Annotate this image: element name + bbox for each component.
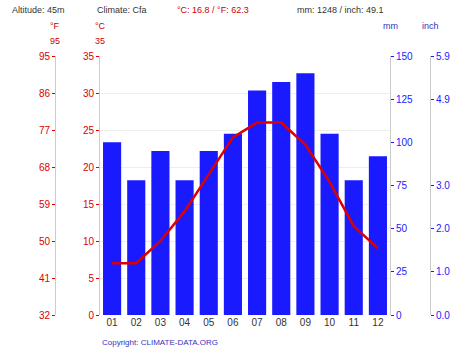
svg-text:°F: °F <box>50 21 60 31</box>
svg-text:95: 95 <box>50 36 60 46</box>
svg-text:11: 11 <box>349 317 360 328</box>
svg-text:0: 0 <box>88 310 94 321</box>
svg-text:5.9: 5.9 <box>436 51 450 62</box>
svg-text:mm: 1248 / inch: 49.1: mm: 1248 / inch: 49.1 <box>297 5 384 15</box>
svg-text:09: 09 <box>300 317 312 328</box>
svg-text:125: 125 <box>396 94 413 105</box>
svg-text:02: 02 <box>131 317 143 328</box>
svg-text:10: 10 <box>83 236 95 247</box>
svg-text:04: 04 <box>179 317 191 328</box>
svg-text:0.0: 0.0 <box>436 310 450 321</box>
svg-text:Copyright: CLIMATE-DATA.ORG: Copyright: CLIMATE-DATA.ORG <box>102 338 218 347</box>
svg-text:°C: 16.8 / °F: 62.3: °C: 16.8 / °F: 62.3 <box>177 5 249 15</box>
svg-text:0: 0 <box>396 310 402 321</box>
svg-text:95: 95 <box>39 51 51 62</box>
svg-text:25: 25 <box>83 125 95 136</box>
svg-text:32: 32 <box>39 310 51 321</box>
svg-text:06: 06 <box>227 317 239 328</box>
svg-text:100: 100 <box>396 137 413 148</box>
svg-text:08: 08 <box>276 317 288 328</box>
svg-text:3.0: 3.0 <box>436 180 450 191</box>
svg-text:07: 07 <box>252 317 264 328</box>
svg-text:4.9: 4.9 <box>436 94 450 105</box>
svg-text:150: 150 <box>396 51 413 62</box>
svg-text:05: 05 <box>203 317 215 328</box>
svg-text:75: 75 <box>396 180 408 191</box>
svg-text:Altitude: 45m: Altitude: 45m <box>12 5 65 15</box>
svg-text:50: 50 <box>39 236 51 247</box>
svg-text:35: 35 <box>95 36 105 46</box>
svg-text:77: 77 <box>39 125 51 136</box>
svg-text:41: 41 <box>39 273 51 284</box>
svg-text:mm: mm <box>383 21 398 31</box>
svg-text:86: 86 <box>39 88 51 99</box>
svg-text:50: 50 <box>396 223 408 234</box>
svg-text:°C: °C <box>95 21 106 31</box>
svg-text:59: 59 <box>39 199 51 210</box>
svg-text:30: 30 <box>83 88 95 99</box>
svg-text:2.0: 2.0 <box>436 223 450 234</box>
svg-text:20: 20 <box>83 162 95 173</box>
svg-text:12: 12 <box>372 317 384 328</box>
svg-text:inch: inch <box>422 21 439 31</box>
svg-text:25: 25 <box>396 266 408 277</box>
svg-text:15: 15 <box>83 199 95 210</box>
svg-text:5: 5 <box>88 273 94 284</box>
svg-text:1.0: 1.0 <box>436 266 450 277</box>
svg-text:Climate: Cfa: Climate: Cfa <box>97 5 147 15</box>
svg-text:03: 03 <box>155 317 167 328</box>
svg-text:35: 35 <box>83 51 95 62</box>
svg-text:68: 68 <box>39 162 51 173</box>
svg-text:10: 10 <box>324 317 336 328</box>
svg-text:01: 01 <box>107 317 119 328</box>
